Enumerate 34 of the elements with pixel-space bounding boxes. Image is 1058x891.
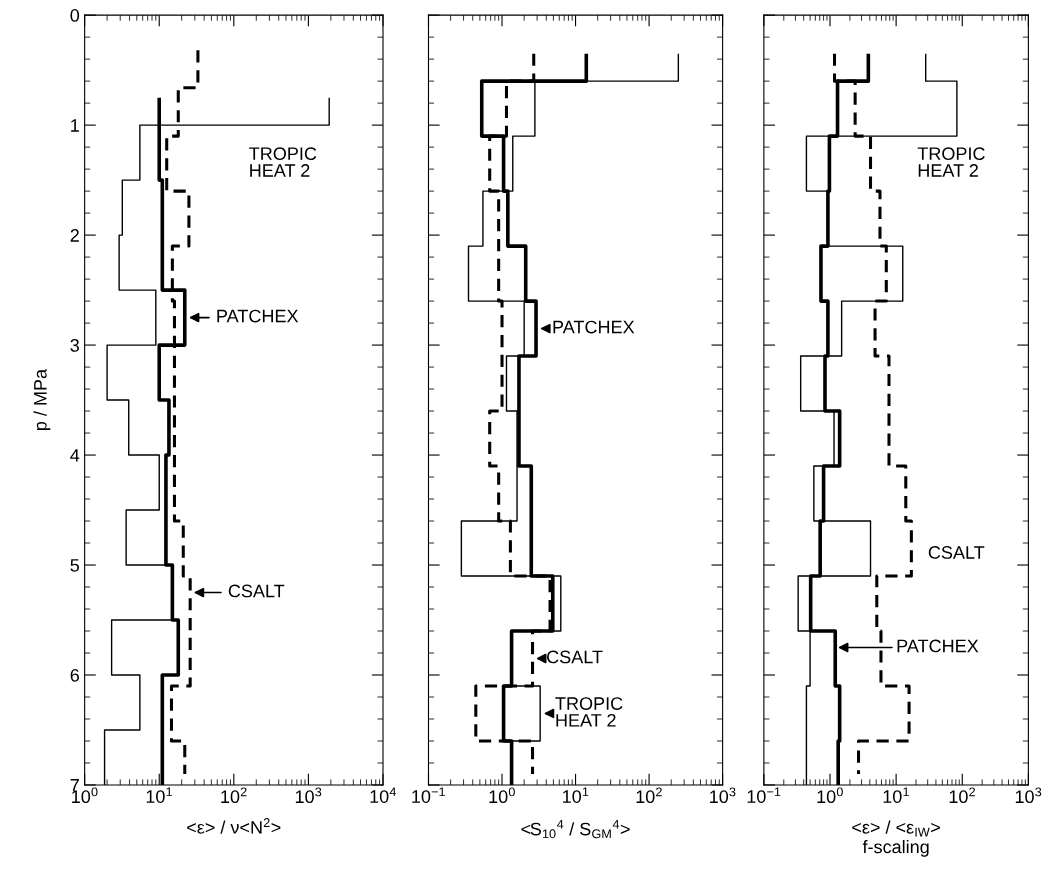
y-tick-label: 5 <box>70 559 80 572</box>
x-tick-label: 10$^{−1}$ <box>747 787 781 803</box>
y-tick-label: 1 <box>71 119 79 132</box>
y-tick-label: 0 <box>70 9 80 22</box>
x-tick-label: 10$^{4}$ <box>370 787 396 803</box>
x-tick-label: 10$^{2}$ <box>949 787 975 804</box>
x-tick-label: 10$^{3}$ <box>710 787 736 804</box>
annotation: CSALT <box>928 546 985 559</box>
annotation: CSALT <box>547 650 603 664</box>
x-tick-label: 10$^{3}$ <box>1015 787 1042 804</box>
y-tick-label: 2 <box>70 229 79 242</box>
annotation: TROPIC HEAT 2 <box>249 147 317 177</box>
annotation: TROPIC HEAT 2 <box>555 697 623 727</box>
x-tick-label: 10$^{3}$ <box>295 787 322 804</box>
x-tick-label: 10$^{1}$ <box>146 787 172 803</box>
annotation: TROPIC HEAT 2 <box>917 147 985 177</box>
x-tick-label: 10$^{0}$ <box>489 787 515 804</box>
annotation: PATCHEX <box>217 309 299 323</box>
y-tick-label: 3 <box>70 339 79 352</box>
annotation: PATCHEX <box>897 639 979 653</box>
y-axis-title: p / MPa <box>33 368 51 430</box>
x-axis-title: <ε> / ν<N$^{2}$> <box>187 818 281 834</box>
x-tick-label: 10$^{1}$ <box>563 787 589 803</box>
x-tick-label: 10$^{1}$ <box>883 787 909 803</box>
x-tick-label: 10$^{−1}$ <box>412 787 445 803</box>
y-tick-label: 6 <box>70 668 79 682</box>
y-tick-label: 4 <box>70 449 80 462</box>
x-tick-label: 10$^{0}$ <box>817 787 843 804</box>
x-axis-title: <S$_{10}$$^{4}$ / S$_{GM}$$^{4}$> <box>521 819 630 839</box>
x-axis-title: <ε> / <ε$_{IW}$> f-scaling <box>852 820 940 857</box>
annotation: CSALT <box>228 584 285 598</box>
x-tick-label: 10$^{2}$ <box>636 787 662 804</box>
annotation: PATCHEX <box>553 320 635 334</box>
x-tick-label: 10$^{2}$ <box>221 787 247 804</box>
